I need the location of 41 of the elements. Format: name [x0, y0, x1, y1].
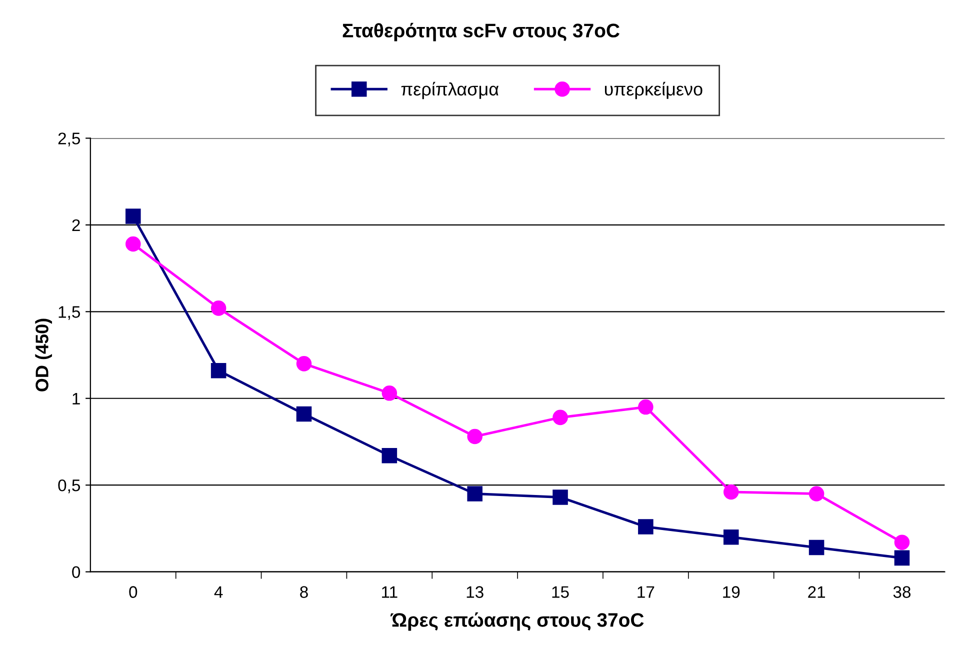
- x-tick-label: 19: [723, 586, 740, 598]
- point: [808, 540, 824, 556]
- x-tick-label: 13: [466, 586, 484, 598]
- point: [552, 410, 568, 426]
- y-tick-label: 2: [72, 219, 80, 231]
- y-tick-label: 2,5: [58, 132, 80, 146]
- legend-label: περίπλασμα: [401, 82, 499, 100]
- point: [382, 448, 398, 464]
- point: [638, 399, 654, 415]
- x-tick-label: 38: [893, 586, 911, 598]
- point: [126, 236, 141, 252]
- point: [296, 406, 312, 422]
- y-tick-label: 0,5: [58, 479, 80, 494]
- x-tick-label: 0: [129, 586, 138, 598]
- point: [894, 550, 910, 566]
- point: [296, 356, 312, 372]
- x-tick-label: 15: [552, 586, 569, 598]
- x-axis-title: Ώρες επώασης στους 37oC: [390, 612, 644, 631]
- point: [723, 484, 739, 500]
- x-tick-label: 11: [382, 586, 398, 598]
- y-tick-label: 0: [72, 566, 80, 578]
- legend-label: υπερκείμενο: [604, 82, 702, 100]
- chart-title: Σταθερότητα scFv στους 37oC: [342, 22, 620, 42]
- point: [467, 428, 482, 444]
- point: [467, 486, 482, 502]
- point: [210, 300, 226, 316]
- point: [894, 534, 910, 550]
- x-tick-label: 17: [638, 586, 654, 598]
- point: [382, 386, 398, 401]
- x-tick-label: 21: [808, 586, 825, 598]
- point: [210, 362, 226, 378]
- y-tick-label: 1: [72, 392, 80, 404]
- point: [552, 490, 568, 505]
- x-tick-label: 8: [300, 586, 308, 598]
- point: [638, 519, 654, 534]
- y-axis-title: OD (450): [35, 318, 52, 392]
- point: [723, 529, 739, 545]
- point: [808, 486, 824, 502]
- y-tick-label: 1,5: [58, 306, 80, 320]
- x-tick-label: 4: [214, 586, 223, 598]
- point: [126, 208, 141, 224]
